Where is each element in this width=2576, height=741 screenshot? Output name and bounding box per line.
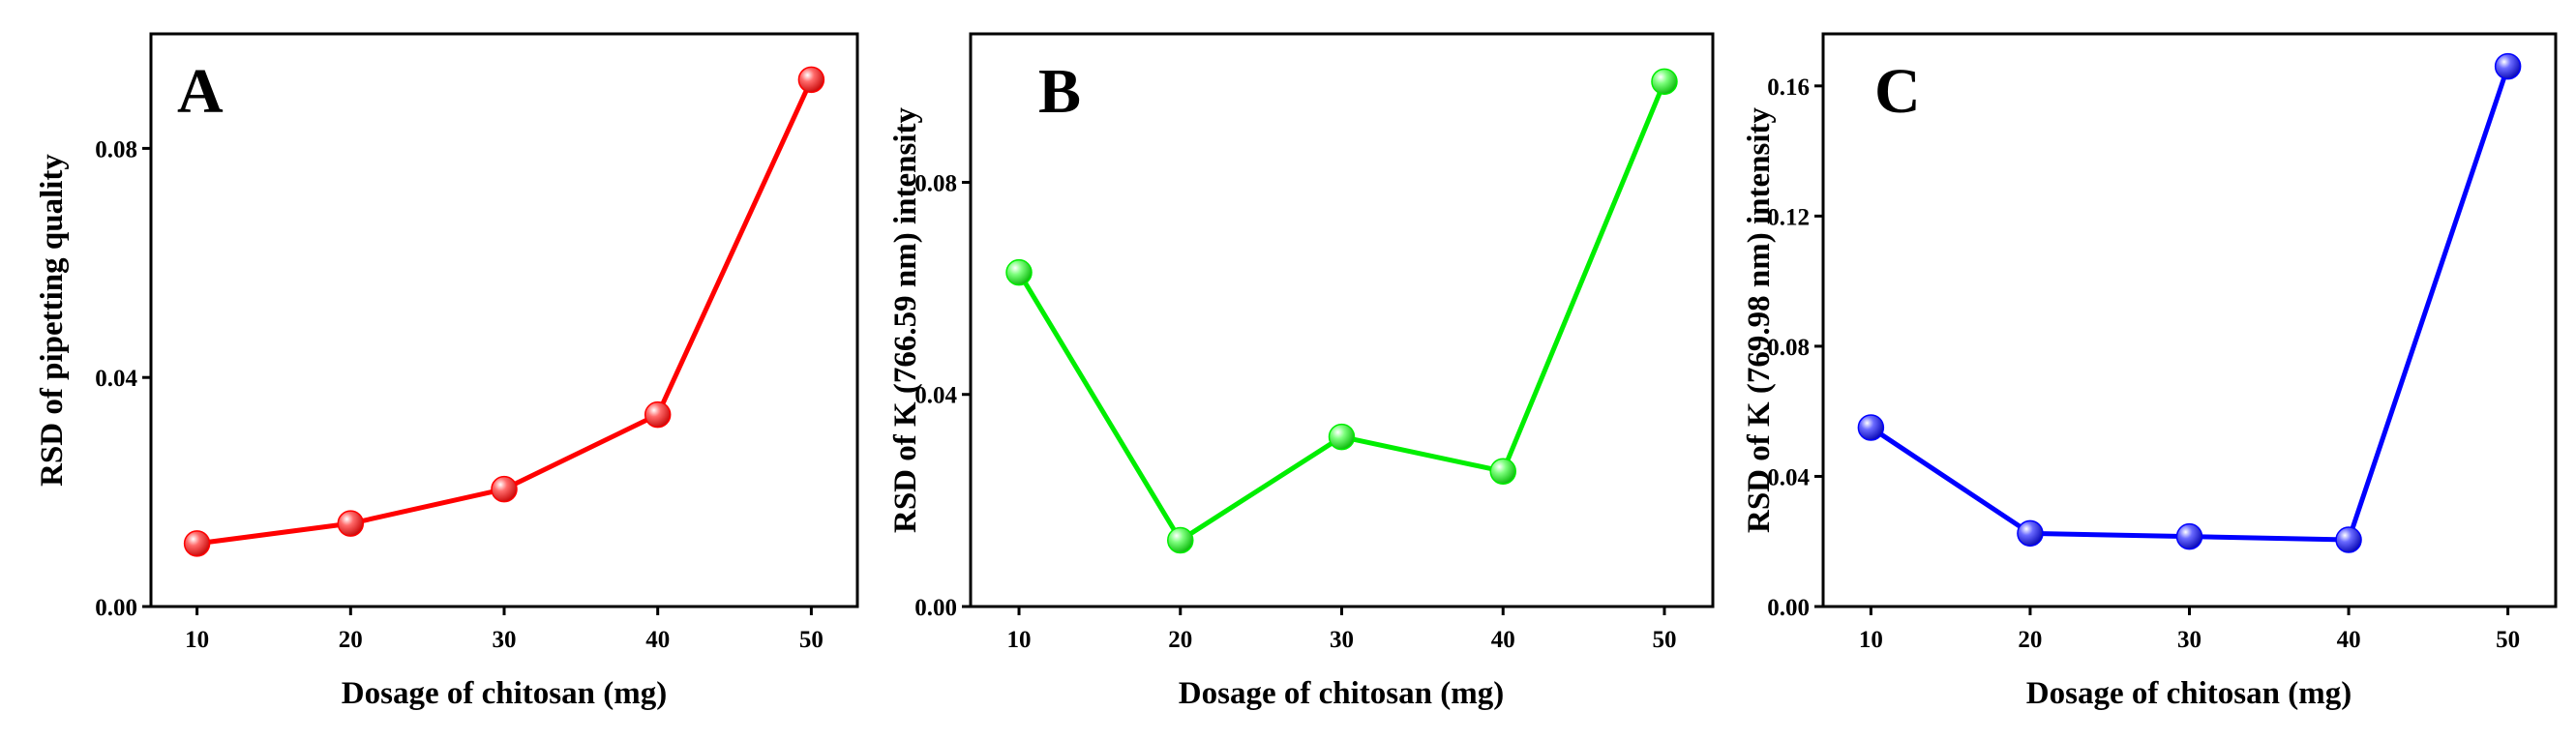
panel-label: C <box>1874 56 1921 127</box>
data-marks <box>1005 68 1678 554</box>
axes: 10 20 30 40 50 0.00 0.04 0.08 <box>95 136 824 653</box>
panel-a: A Dosage of chitosan (mg) RSD of pipetti… <box>35 32 859 711</box>
axes: 10 20 30 40 50 0.00 0.04 0.08 <box>914 170 1676 653</box>
x-tick-label: 10 <box>1859 627 1883 653</box>
x-tick-label: 20 <box>2018 627 2042 653</box>
x-axis-label: Dosage of chitosan (mg) <box>1179 676 1504 711</box>
y-tick-label: 0.00 <box>914 595 957 621</box>
data-point <box>1651 68 1678 96</box>
data-point <box>2494 52 2522 80</box>
data-point <box>797 66 825 94</box>
panel-label: B <box>1038 56 1081 127</box>
panel-label: A <box>177 56 224 127</box>
y-tick-label: 0.04 <box>95 366 137 392</box>
y-axis-label: RSD of K (769.98 nm) intensity <box>1742 107 1777 534</box>
data-point <box>1005 258 1033 286</box>
x-tick-label: 40 <box>1491 627 1515 653</box>
x-tick-label: 50 <box>2496 627 2520 653</box>
x-tick-label: 40 <box>2337 627 2361 653</box>
data-marks <box>1857 52 2522 553</box>
series-line <box>196 78 814 547</box>
data-point <box>2335 526 2362 553</box>
data-point <box>183 530 211 557</box>
x-tick-label: 10 <box>1007 627 1032 653</box>
x-tick-label: 50 <box>1652 627 1676 653</box>
x-tick-label: 30 <box>2177 627 2202 653</box>
data-point <box>1489 458 1516 485</box>
y-tick-label: 0.08 <box>95 136 137 163</box>
x-tick-label: 30 <box>1330 627 1354 653</box>
series-line <box>1869 65 2510 543</box>
data-point <box>2017 519 2044 548</box>
y-tick-label: 0.08 <box>914 170 957 196</box>
data-point <box>337 510 365 537</box>
x-tick-label: 20 <box>339 627 363 653</box>
data-point <box>644 400 672 429</box>
y-tick-label: 0.04 <box>914 383 957 409</box>
series-line <box>1016 80 1667 543</box>
y-tick-label: 0.12 <box>1767 204 1810 230</box>
y-tick-label: 0.04 <box>1767 464 1810 490</box>
panel-b: B Dosage of chitosan (mg) RSD of K (766.… <box>888 32 1715 711</box>
y-tick-label: 0.16 <box>1767 74 1810 101</box>
x-tick-label: 20 <box>1168 627 1192 653</box>
plot-frame <box>1821 32 2558 608</box>
x-axis-label: Dosage of chitosan (mg) <box>342 676 667 711</box>
data-point <box>1328 423 1356 451</box>
x-tick-label: 10 <box>185 627 209 653</box>
data-marks <box>183 66 825 557</box>
data-point <box>1167 526 1194 554</box>
plot-frame <box>149 32 859 608</box>
data-point <box>2175 522 2203 550</box>
x-tick-label: 50 <box>799 627 824 653</box>
x-axis-label: Dosage of chitosan (mg) <box>2026 676 2351 711</box>
axes: 10 20 30 40 50 0.00 0.04 0.08 0.12 0.16 <box>1767 74 2520 653</box>
y-axis-label: RSD of pipetting quality <box>35 154 70 487</box>
y-tick-label: 0.00 <box>1767 595 1810 621</box>
plot-frame <box>969 32 1715 608</box>
x-tick-label: 40 <box>645 627 670 653</box>
x-tick-label: 30 <box>493 627 517 653</box>
y-tick-label: 0.08 <box>1767 335 1810 361</box>
y-axis-label: RSD of K (766.59 nm) intensity <box>888 107 923 534</box>
panel-c: C Dosage of chitosan (mg) RSD of K (769.… <box>1742 32 2558 711</box>
y-tick-label: 0.00 <box>95 595 137 621</box>
data-point <box>491 475 518 503</box>
data-point <box>1857 414 1885 441</box>
